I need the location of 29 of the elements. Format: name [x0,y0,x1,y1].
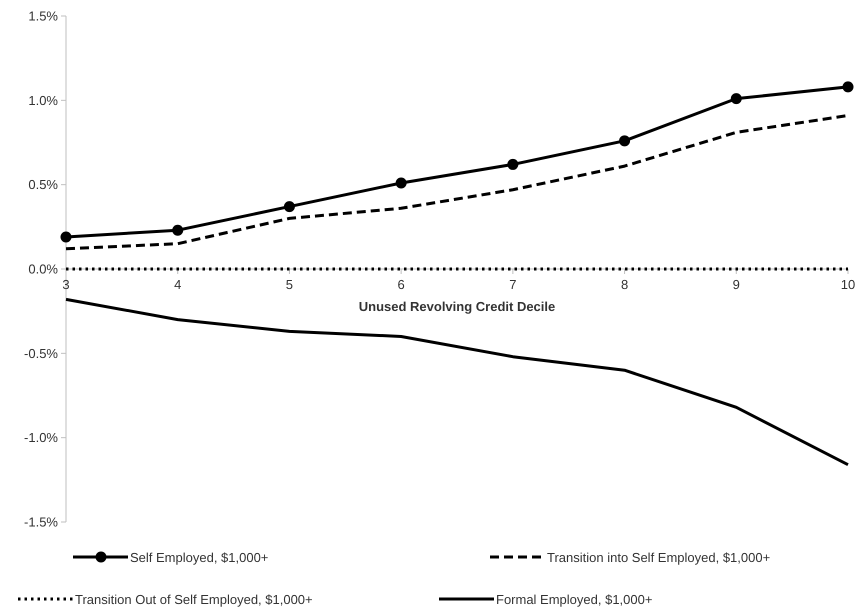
y-tick-label: -1.0% [24,430,58,446]
point [284,201,295,212]
point [730,93,742,104]
x-axis-title: Unused Revolving Credit Decile [358,299,556,314]
x-tick-label: 4 [174,277,182,292]
point [507,158,518,170]
x-tick-label: 6 [398,277,405,292]
point [842,81,854,92]
y-tick-label: 0.0% [28,262,58,277]
line-series [64,298,850,466]
x-tick-label: 10 [840,277,856,292]
legend-label: Formal Employed, $1,000+ [496,592,652,607]
point [172,224,184,236]
point [619,135,630,146]
legend-label: Transition Out of Self Employed, $1,000+ [75,592,313,607]
legend-label: Transition into Self Employed, $1,000+ [547,550,770,565]
x-tick-label: 3 [62,277,70,292]
x-tick-label: 8 [620,277,628,292]
y-tick-label: 0.5% [28,177,58,192]
point [396,177,407,188]
y-tick-label: 1.5% [28,8,58,24]
x-tick-label: 7 [509,277,516,292]
x-tick-label: 5 [286,277,294,292]
x-tick-label: 9 [732,277,740,292]
y-tick-label: 1.0% [28,92,58,108]
y-tick-label: -1.5% [24,514,58,530]
y-tick-label: -0.5% [24,346,58,361]
legend-label: Self Employed, $1,000+ [130,550,268,565]
point [60,231,72,242]
